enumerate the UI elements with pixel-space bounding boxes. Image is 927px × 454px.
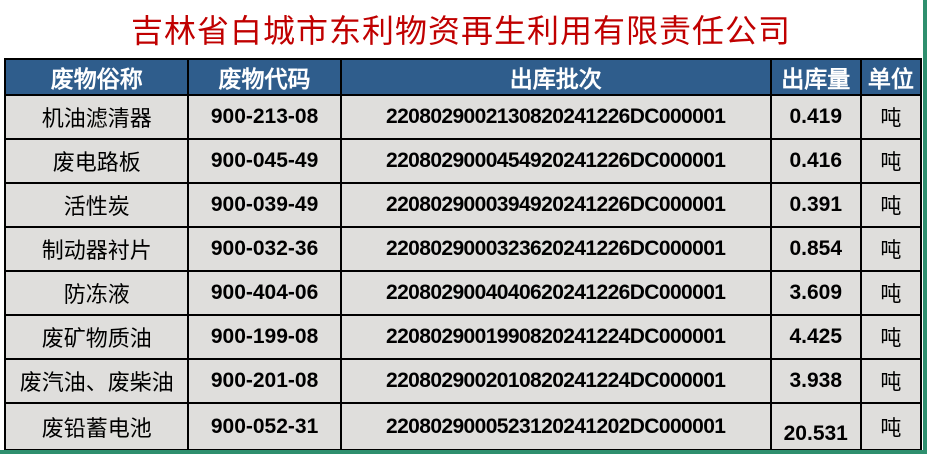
table-row: 活性炭 900-039-49 2208029000394920241226DC0…	[3, 182, 923, 228]
waste-name-cell: 活性炭	[3, 182, 190, 228]
batch-cell: 2208029000523120241202DC000001	[339, 402, 772, 451]
table-row: 废矿物质油 900-199-08 2208029001990820241224D…	[3, 314, 923, 360]
waste-code-cell: 900-201-08	[187, 358, 342, 404]
unit-cell: 吨	[859, 358, 923, 404]
waste-code-cell: 900-199-08	[187, 314, 342, 360]
batch-cell: 2208029000323620241226DC000001	[339, 226, 772, 272]
waste-name-cell: 废汽油、废柴油	[3, 358, 190, 404]
waste-name-cell: 机油滤清器	[3, 94, 190, 140]
quantity-cell: 20.531	[769, 402, 862, 451]
table-row: 废铅蓄电池 900-052-31 2208029000523120241202D…	[3, 402, 923, 451]
unit-cell: 吨	[859, 94, 923, 140]
waste-outbound-table: 废物俗称 废物代码 出库批次 出库量 单位 机油滤清器 900-213-08 2…	[3, 58, 923, 451]
header-waste-name: 废物俗称	[3, 58, 190, 96]
batch-cell: 2208029000394920241226DC000001	[339, 182, 772, 228]
quantity-cell: 0.391	[769, 182, 862, 228]
batch-cell: 2208029002010820241224DC000001	[339, 358, 772, 404]
header-quantity: 出库量	[769, 58, 862, 96]
waste-name-cell: 废铅蓄电池	[3, 402, 190, 451]
batch-cell: 2208029002130820241226DC000001	[339, 94, 772, 140]
waste-name-cell: 废电路板	[3, 138, 190, 184]
quantity-cell: 0.416	[769, 138, 862, 184]
unit-cell: 吨	[859, 182, 923, 228]
quantity-cell: 0.419	[769, 94, 862, 140]
header-unit: 单位	[859, 58, 923, 96]
waste-code-cell: 900-032-36	[187, 226, 342, 272]
quantity-cell: 3.609	[769, 270, 862, 316]
table-row: 防冻液 900-404-06 2208029004040620241226DC0…	[3, 270, 923, 316]
table-row: 制动器衬片 900-032-36 2208029000323620241226D…	[3, 226, 923, 272]
unit-cell: 吨	[859, 270, 923, 316]
waste-code-cell: 900-039-49	[187, 182, 342, 228]
batch-cell: 2208029001990820241224DC000001	[339, 314, 772, 360]
waste-name-cell: 制动器衬片	[3, 226, 190, 272]
waste-code-cell: 900-213-08	[187, 94, 342, 140]
sheet-edge-right	[923, 0, 927, 454]
waste-code-cell: 900-045-49	[187, 138, 342, 184]
quantity-cell: 3.938	[769, 358, 862, 404]
waste-code-cell: 900-404-06	[187, 270, 342, 316]
waste-code-cell: 900-052-31	[187, 402, 342, 451]
batch-cell: 2208029000454920241226DC000001	[339, 138, 772, 184]
company-title: 吉林省白城市东利物资再生利用有限责任公司	[130, 13, 791, 49]
sheet-edge-bottom	[0, 450, 927, 454]
table-row: 废电路板 900-045-49 2208029000454920241226DC…	[3, 138, 923, 184]
unit-cell: 吨	[859, 314, 923, 360]
table-header-row: 废物俗称 废物代码 出库批次 出库量 单位	[3, 58, 923, 96]
unit-cell: 吨	[859, 226, 923, 272]
table-row: 机油滤清器 900-213-08 2208029002130820241226D…	[3, 94, 923, 140]
quantity-cell: 4.425	[769, 314, 862, 360]
unit-cell: 吨	[859, 138, 923, 184]
quantity-cell: 0.854	[769, 226, 862, 272]
batch-cell: 2208029004040620241226DC000001	[339, 270, 772, 316]
table-row: 废汽油、废柴油 900-201-08 220802900201082024122…	[3, 358, 923, 404]
unit-cell: 吨	[859, 402, 923, 451]
waste-name-cell: 废矿物质油	[3, 314, 190, 360]
header-waste-code: 废物代码	[187, 58, 342, 96]
header-batch: 出库批次	[339, 58, 772, 96]
waste-name-cell: 防冻液	[3, 270, 190, 316]
